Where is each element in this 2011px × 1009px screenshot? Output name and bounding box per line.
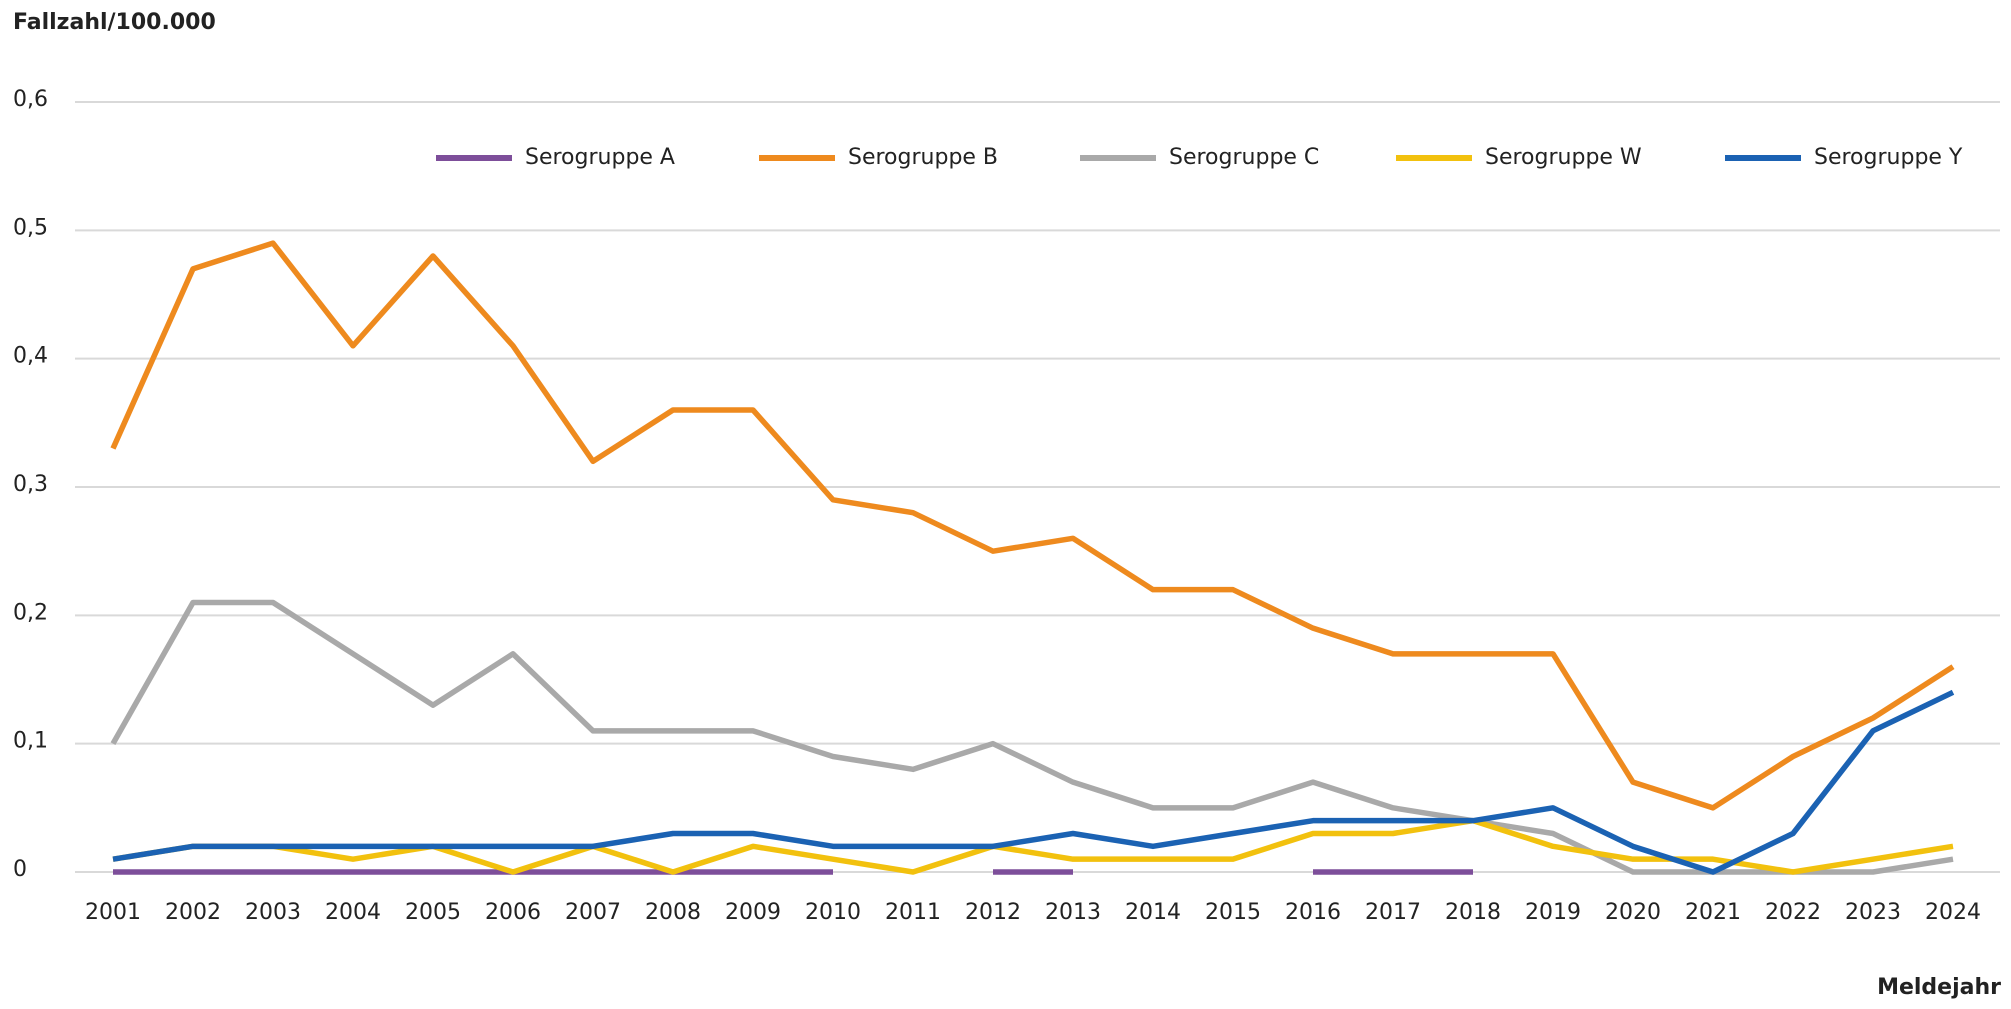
x-tick-label: 2022 xyxy=(1765,900,1821,925)
x-tick-label: 2011 xyxy=(885,900,941,925)
series-line xyxy=(110,599,1954,875)
x-tick-label: 2016 xyxy=(1285,900,1341,925)
y-axis-title: Fallzahl/100.000 xyxy=(13,10,216,35)
y-tick-label: 0,1 xyxy=(13,729,48,754)
x-tick-label: 2021 xyxy=(1685,900,1741,925)
series-line xyxy=(112,689,1955,875)
y-tick-label: 0,2 xyxy=(13,600,48,625)
y-tick-label: 0,6 xyxy=(13,87,48,112)
x-tick-label: 2018 xyxy=(1445,900,1501,925)
legend-label: Serogruppe B xyxy=(848,145,998,170)
x-tick-label: 2023 xyxy=(1845,900,1901,925)
x-tick-label: 2009 xyxy=(725,900,781,925)
legend-label: Serogruppe A xyxy=(525,145,675,170)
x-tick-label: 2017 xyxy=(1365,900,1421,925)
x-tick-label: 2003 xyxy=(245,900,301,925)
x-tick-label: 2005 xyxy=(405,900,461,925)
x-tick-label: 2013 xyxy=(1045,900,1101,925)
legend-label: Serogruppe C xyxy=(1169,145,1319,170)
x-tick-label: 2024 xyxy=(1925,900,1981,925)
x-axis-title: Meldejahr xyxy=(1877,975,2001,1000)
x-tick-label: 2014 xyxy=(1125,900,1181,925)
y-tick-label: 0,3 xyxy=(13,472,48,497)
x-tick-label: 2012 xyxy=(965,900,1021,925)
y-tick-label: 0,4 xyxy=(13,344,48,369)
x-tick-label: 2020 xyxy=(1605,900,1661,925)
x-tick-label: 2001 xyxy=(85,900,141,925)
x-tick-label: 2006 xyxy=(485,900,541,925)
x-tick-label: 2015 xyxy=(1205,900,1261,925)
legend-label: Serogruppe Y xyxy=(1814,145,1963,170)
series-line xyxy=(110,240,1955,811)
legend-label: Serogruppe W xyxy=(1485,145,1642,170)
x-tick-label: 2008 xyxy=(645,900,701,925)
x-tick-label: 2019 xyxy=(1525,900,1581,925)
y-tick-label: 0,5 xyxy=(13,215,48,240)
y-tick-label: 0 xyxy=(13,857,27,882)
x-tick-label: 2002 xyxy=(165,900,221,925)
x-tick-label: 2007 xyxy=(565,900,621,925)
x-tick-label: 2004 xyxy=(325,900,381,925)
x-tick-label: 2010 xyxy=(805,900,861,925)
